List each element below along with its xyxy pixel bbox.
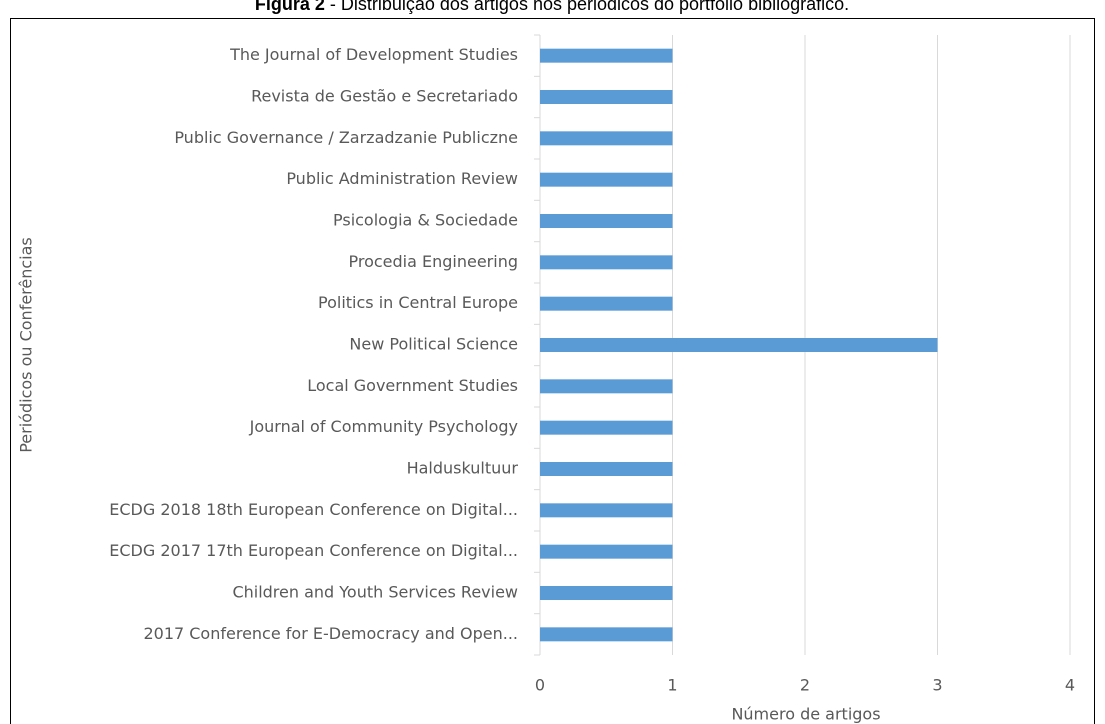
bar [540,296,673,311]
y-tick-label: 2017 Conference for E-Democracy and Open… [143,624,518,643]
chart-title: - Distribuição dos artigos nos periódico… [330,0,849,14]
x-tick-label: 4 [1065,676,1075,695]
y-tick-label: ECDG 2017 17th European Conference on Di… [109,541,518,560]
y-axis-label: Periódicos ou Conferências [17,237,36,453]
bar [540,586,673,600]
bar [540,379,673,394]
y-tick-label: Halduskultuur [407,459,519,478]
x-tick-label: 2 [800,676,810,695]
x-axis-label: Número de artigos [731,705,880,724]
bar [540,420,673,435]
y-tick-label: Politics in Central Europe [318,293,518,312]
figure-label: Figura 2 [255,0,325,14]
bar [540,338,938,352]
y-tick-label: Children and Youth Services Review [232,583,518,602]
y-tick-label: Procedia Engineering [348,252,518,271]
bar [540,131,673,146]
bar [540,48,673,63]
bar [540,544,673,559]
y-tick-label: New Political Science [349,335,518,354]
bar [540,255,673,270]
bar [540,214,673,228]
y-tick-label: Psicologia & Sociedade [333,211,518,230]
y-tick-label: ECDG 2018 18th European Conference on Di… [109,500,518,519]
chart-frame [10,18,1095,724]
bar [540,172,673,187]
y-tick-label: Local Government Studies [307,376,518,395]
y-tick-label: Journal of Community Psychology [249,417,518,436]
x-tick-label: 0 [535,676,545,695]
x-tick-label: 3 [932,676,942,695]
bar [540,627,673,642]
y-tick-label: Public Governance / Zarzadzanie Publiczn… [174,128,518,147]
x-tick-label: 1 [667,676,677,695]
y-tick-label: Public Administration Review [286,169,518,188]
bar [540,503,673,518]
y-tick-label: Revista de Gestão e Secretariado [251,87,518,106]
y-tick-label: The Journal of Development Studies [229,45,518,64]
bar [540,462,673,476]
chart-title-group: Figura 2 - Distribuição dos artigos nos p… [255,0,849,14]
bar [540,90,673,104]
